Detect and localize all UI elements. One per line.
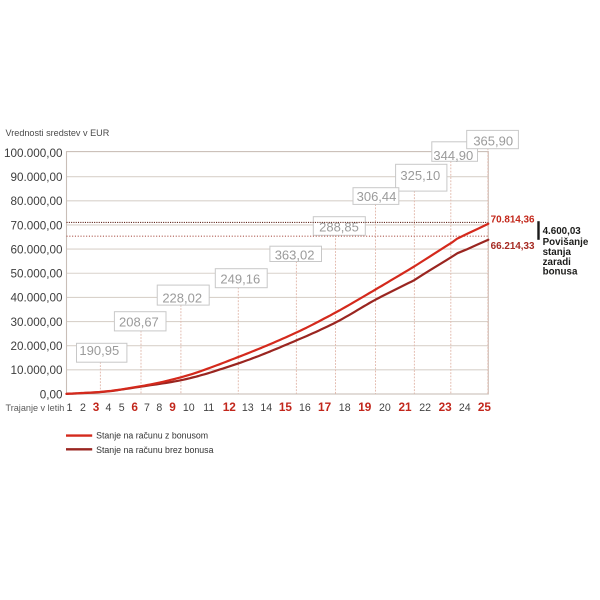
svg-text:5: 5: [119, 402, 125, 414]
svg-text:Stanje na računu brez bonusa: Stanje na računu brez bonusa: [96, 445, 213, 455]
svg-text:stanja: stanja: [543, 247, 572, 258]
svg-text:25: 25: [478, 400, 492, 414]
svg-text:4: 4: [106, 402, 112, 414]
svg-text:12: 12: [223, 400, 237, 414]
svg-text:2: 2: [80, 402, 86, 414]
svg-text:66.214,33: 66.214,33: [491, 241, 535, 252]
svg-text:80.000,00: 80.000,00: [11, 195, 63, 208]
svg-text:325,10: 325,10: [400, 168, 440, 183]
svg-text:Povišanje: Povišanje: [543, 237, 589, 248]
svg-text:30.000,00: 30.000,00: [11, 316, 63, 329]
svg-text:22: 22: [419, 402, 431, 414]
svg-text:13: 13: [242, 402, 254, 414]
svg-text:Trajanje v letih: Trajanje v letih: [6, 403, 65, 413]
svg-text:70.814,36: 70.814,36: [491, 214, 535, 225]
svg-text:249,16: 249,16: [220, 272, 260, 287]
svg-text:9: 9: [169, 400, 176, 414]
svg-text:306,44: 306,44: [357, 189, 397, 204]
svg-text:0,00: 0,00: [40, 388, 63, 401]
svg-text:208,67: 208,67: [119, 314, 159, 329]
svg-text:228,02: 228,02: [162, 291, 202, 306]
svg-text:60.000,00: 60.000,00: [11, 243, 63, 256]
svg-text:10: 10: [183, 402, 195, 414]
svg-text:24: 24: [459, 402, 471, 414]
svg-text:363,02: 363,02: [275, 248, 315, 263]
svg-text:15: 15: [279, 400, 293, 414]
svg-text:1: 1: [67, 402, 73, 414]
svg-text:3: 3: [93, 400, 100, 414]
svg-text:8: 8: [156, 402, 162, 414]
svg-text:190,95: 190,95: [79, 343, 119, 358]
svg-text:bonusa: bonusa: [543, 267, 578, 278]
svg-text:344,90: 344,90: [433, 148, 473, 163]
svg-text:16: 16: [299, 402, 311, 414]
svg-text:21: 21: [398, 400, 412, 414]
svg-text:100.000,00: 100.000,00: [4, 147, 63, 160]
svg-text:40.000,00: 40.000,00: [11, 292, 63, 305]
svg-text:11: 11: [203, 402, 214, 414]
svg-text:zaradi: zaradi: [543, 257, 572, 268]
svg-text:20.000,00: 20.000,00: [11, 340, 63, 353]
svg-text:17: 17: [318, 400, 332, 414]
svg-text:23: 23: [439, 400, 453, 414]
svg-text:90.000,00: 90.000,00: [11, 171, 63, 184]
svg-text:10.000,00: 10.000,00: [11, 364, 63, 377]
svg-text:18: 18: [339, 402, 351, 414]
svg-text:288,85: 288,85: [319, 219, 359, 234]
svg-text:Vrednosti sredstev v EUR: Vrednosti sredstev v EUR: [6, 128, 110, 138]
svg-text:14: 14: [260, 402, 272, 414]
svg-text:6: 6: [131, 400, 138, 414]
svg-text:50.000,00: 50.000,00: [11, 268, 63, 281]
svg-text:4.600,03: 4.600,03: [543, 226, 582, 237]
svg-text:20: 20: [379, 402, 391, 414]
svg-text:365,90: 365,90: [473, 134, 513, 149]
svg-text:Stanje na računu z bonusom: Stanje na računu z bonusom: [96, 430, 208, 440]
svg-text:70.000,00: 70.000,00: [11, 219, 63, 232]
svg-text:19: 19: [358, 400, 372, 414]
svg-text:7: 7: [144, 402, 150, 414]
